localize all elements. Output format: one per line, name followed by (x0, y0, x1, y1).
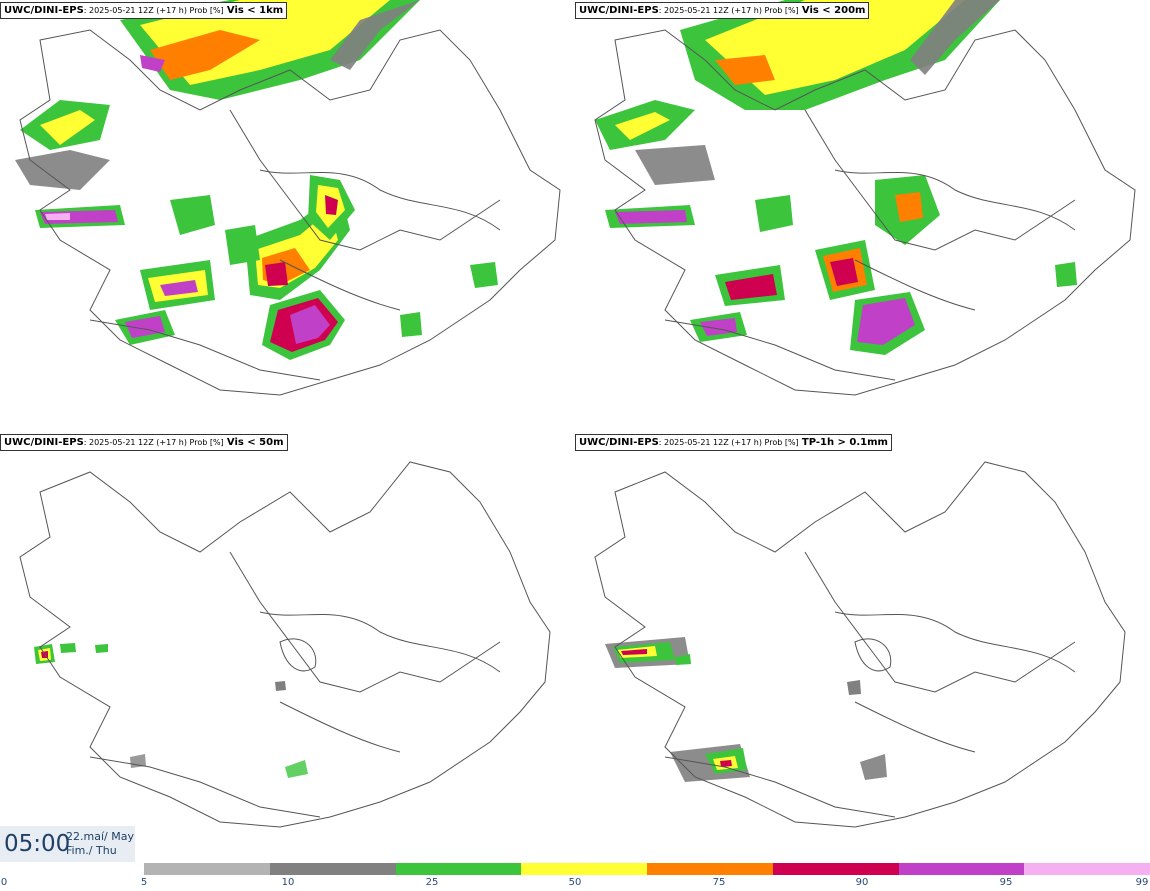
run-meta: : 2025-05-21 12Z (+17 h) Prob [%] (658, 438, 799, 447)
model-name: UWC/DINI-EPS (4, 5, 84, 16)
map-panel-vis-50m: UWC/DINI-EPS: 2025-05-21 12Z (+17 h) Pro… (0, 432, 575, 862)
field-name: Vis < 50m (226, 437, 284, 448)
map-tp-1h (594, 461, 1126, 828)
model-name: UWC/DINI-EPS (579, 437, 659, 448)
run-meta: : 2025-05-21 12Z (+17 h) Prob [%] (83, 6, 224, 15)
map-vis-200m (594, 0, 1136, 396)
field-name: TP-1h > 0.1mm (801, 437, 888, 448)
field-name: Vis < 200m (801, 5, 866, 16)
model-name: UWC/DINI-EPS (4, 437, 84, 448)
colorbar-segment (1024, 863, 1150, 875)
colorbar-segment (144, 863, 270, 875)
valid-date-line1: 22.maí/ May (66, 830, 134, 843)
colorbar-tick-label: 90 (855, 877, 869, 888)
model-name: UWC/DINI-EPS (579, 5, 659, 16)
map-panel-tp-1h: UWC/DINI-EPS: 2025-05-21 12Z (+17 h) Pro… (575, 432, 1150, 862)
colorbar-segment (772, 863, 899, 875)
panel-title: UWC/DINI-EPS: 2025-05-21 12Z (+17 h) Pro… (0, 434, 288, 451)
colorbar-segment (395, 863, 522, 875)
map-vis-1km (15, 0, 561, 396)
colorbar-tick-label: 0 (0, 877, 8, 888)
field-name: Vis < 1km (226, 5, 284, 16)
map-vis-50m (19, 461, 551, 828)
colorbar-segment (898, 863, 1025, 875)
panel-title: UWC/DINI-EPS: 2025-05-21 12Z (+17 h) Pro… (0, 2, 288, 19)
valid-time: 05:00 (4, 831, 71, 857)
panel-title: UWC/DINI-EPS: 2025-05-21 12Z (+17 h) Pro… (575, 434, 892, 451)
colorbar-segment (521, 863, 647, 875)
colorbar-tick-label: 25 (425, 877, 439, 888)
colorbar-tick-label: 99 (1135, 877, 1149, 888)
colorbar-segment (269, 863, 396, 875)
colorbar-tick-label: 10 (281, 877, 295, 888)
valid-date: 22.maí/ May Fim./ Thu (66, 830, 134, 858)
colorbar-tick-label: 5 (140, 877, 148, 888)
colorbar-segment (647, 863, 773, 875)
run-meta: : 2025-05-21 12Z (+17 h) Prob [%] (83, 438, 224, 447)
map-panel-vis-200m: UWC/DINI-EPS: 2025-05-21 12Z (+17 h) Pro… (575, 0, 1150, 430)
map-panel-vis-1km: UWC/DINI-EPS: 2025-05-21 12Z (+17 h) Pro… (0, 0, 575, 430)
valid-time-box: 05:00 22.maí/ May Fim./ Thu (0, 826, 135, 862)
run-meta: : 2025-05-21 12Z (+17 h) Prob [%] (658, 6, 799, 15)
colorbar-tick-label: 50 (568, 877, 582, 888)
probability-colorbar (144, 863, 1150, 875)
colorbar-tick-label: 95 (999, 877, 1013, 888)
valid-date-line2: Fim./ Thu (66, 844, 117, 857)
colorbar-tick-label: 75 (712, 877, 726, 888)
panel-title: UWC/DINI-EPS: 2025-05-21 12Z (+17 h) Pro… (575, 2, 870, 19)
